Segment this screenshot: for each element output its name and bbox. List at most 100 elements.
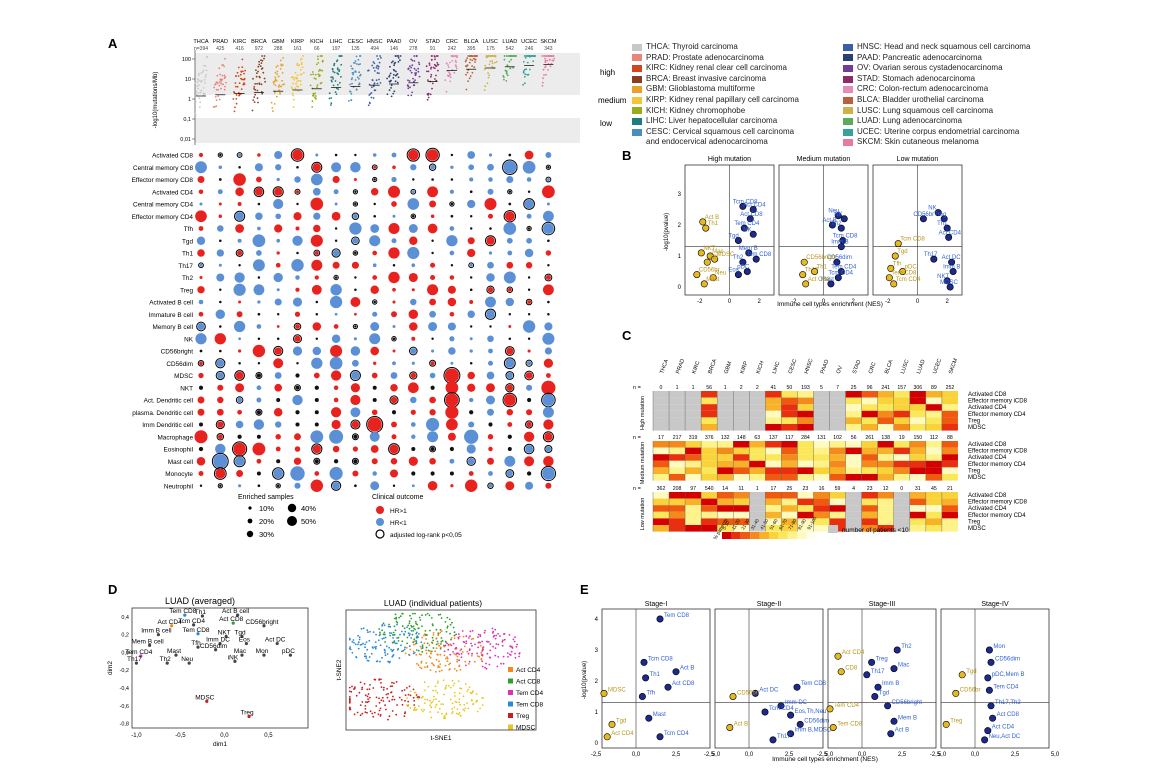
- mutation-point: [293, 76, 295, 79]
- mutation-point: [372, 67, 375, 69]
- mutation-point: [523, 75, 526, 78]
- tumor-code: GBM: [272, 39, 285, 45]
- mutation-point: [332, 84, 335, 87]
- mds-point-label: Act B cell: [222, 608, 250, 615]
- survival-dot: [274, 372, 282, 379]
- cell-point-label: Tem CD8: [801, 681, 827, 687]
- tsne-point: [421, 636, 423, 639]
- survival-dot: [541, 380, 556, 395]
- tsne-point: [361, 701, 364, 703]
- tsne-point: [390, 691, 393, 693]
- n-count: 261: [865, 435, 874, 441]
- survival-dot: [543, 223, 554, 234]
- tsne-point: [493, 634, 496, 637]
- heatmap-cell: [781, 505, 798, 512]
- cell-type-label: NK: [184, 336, 194, 343]
- mutation-point: [430, 73, 433, 76]
- tsne-point: [437, 680, 439, 683]
- cell-point: [834, 652, 842, 660]
- tsne-point: [447, 684, 450, 687]
- survival-dot: [217, 384, 224, 391]
- mutation-point: [259, 76, 261, 79]
- tsne-point: [436, 682, 439, 684]
- mds-point: [214, 648, 218, 652]
- mutation-point: [238, 94, 241, 97]
- mutation-point: [224, 57, 226, 60]
- tsne-point: [383, 631, 386, 634]
- heatmap-cell: [685, 404, 702, 411]
- survival-dot: [273, 198, 284, 210]
- cell-point: [711, 255, 719, 263]
- mds-point-label: Th2: [160, 656, 172, 663]
- survival-dot: [527, 288, 531, 291]
- mutation-point: [351, 82, 353, 85]
- mds-point-label: Act CD8: [219, 616, 244, 623]
- significance-ring: [502, 159, 518, 175]
- cell-point-label: Tcm CD4: [828, 271, 853, 277]
- survival-dot: [408, 224, 418, 233]
- mds-point: [244, 641, 248, 646]
- tsne-point: [382, 700, 385, 702]
- heatmap-cell: [797, 391, 814, 398]
- survival-dot: [449, 458, 455, 464]
- survival-dot: [370, 188, 379, 196]
- mutation-point: [215, 99, 218, 101]
- heatmap-cell: [717, 441, 734, 448]
- tsne-point: [414, 709, 417, 711]
- heatmap-cell: [765, 505, 782, 512]
- heatmap-cell: [941, 417, 958, 424]
- mutation-point: [293, 98, 295, 101]
- heatmap-cell: [733, 460, 750, 468]
- tsne-point: [403, 633, 405, 635]
- tsne-point: [429, 657, 432, 659]
- tsne-point: [401, 689, 404, 692]
- survival-dot: [257, 276, 261, 279]
- tumor-code: HNSC: [367, 39, 383, 45]
- tsne-point: [392, 631, 395, 634]
- tumor-header: THCAn=394PRAD425KIRC416BRCA972GBM288KIRP…: [193, 39, 556, 52]
- survival-dot: [505, 358, 515, 368]
- tsne-point: [366, 701, 369, 704]
- heatmap-tumor-label: LIHC: [772, 361, 782, 375]
- significance-ring: [236, 152, 243, 158]
- cell-point-label: Act B: [680, 666, 694, 672]
- survival-dot: [219, 484, 222, 487]
- mutation-point: [296, 77, 299, 80]
- cell-point-label: Th2: [733, 255, 744, 261]
- tsne-point: [372, 715, 375, 718]
- heatmap-cell: [701, 424, 718, 431]
- survival-dot: [409, 236, 418, 245]
- survival-dot: [256, 471, 261, 476]
- scale-tick: 11-20: [731, 518, 741, 531]
- mutation-point: [547, 69, 549, 71]
- heatmap-cell: [829, 460, 846, 468]
- mutation-point: [436, 62, 439, 64]
- cell-point-label: Act CD4: [939, 230, 962, 236]
- heatmap-cell: [877, 505, 894, 512]
- survival-dot: [194, 430, 208, 444]
- cell-type-label: Th1: [182, 251, 193, 258]
- cell-point: [934, 209, 942, 217]
- tsne-point: [393, 682, 395, 684]
- heatmap-cell: [845, 498, 862, 506]
- cell-point-label: Imm B: [831, 240, 848, 246]
- survival-dot: [469, 410, 474, 415]
- survival-dot: [467, 371, 475, 380]
- survival-dot: [508, 313, 512, 316]
- survival-dot: [198, 299, 204, 305]
- survival-dot: [198, 446, 204, 452]
- cell-point: [787, 711, 795, 719]
- significance-ring: [372, 299, 378, 305]
- heatmap-cell: [685, 460, 702, 468]
- cell-point-label: CD56bright: [806, 255, 837, 261]
- survival-dot: [468, 421, 475, 428]
- heatmap-cell: [669, 404, 686, 411]
- survival-dot: [199, 422, 203, 427]
- mutation-point: [240, 71, 243, 73]
- survival-dot: [295, 422, 300, 427]
- survival-dot: [294, 176, 301, 183]
- mutation-point: [240, 88, 243, 90]
- mutation-point: [292, 94, 294, 97]
- heatmap-cell: [877, 410, 894, 418]
